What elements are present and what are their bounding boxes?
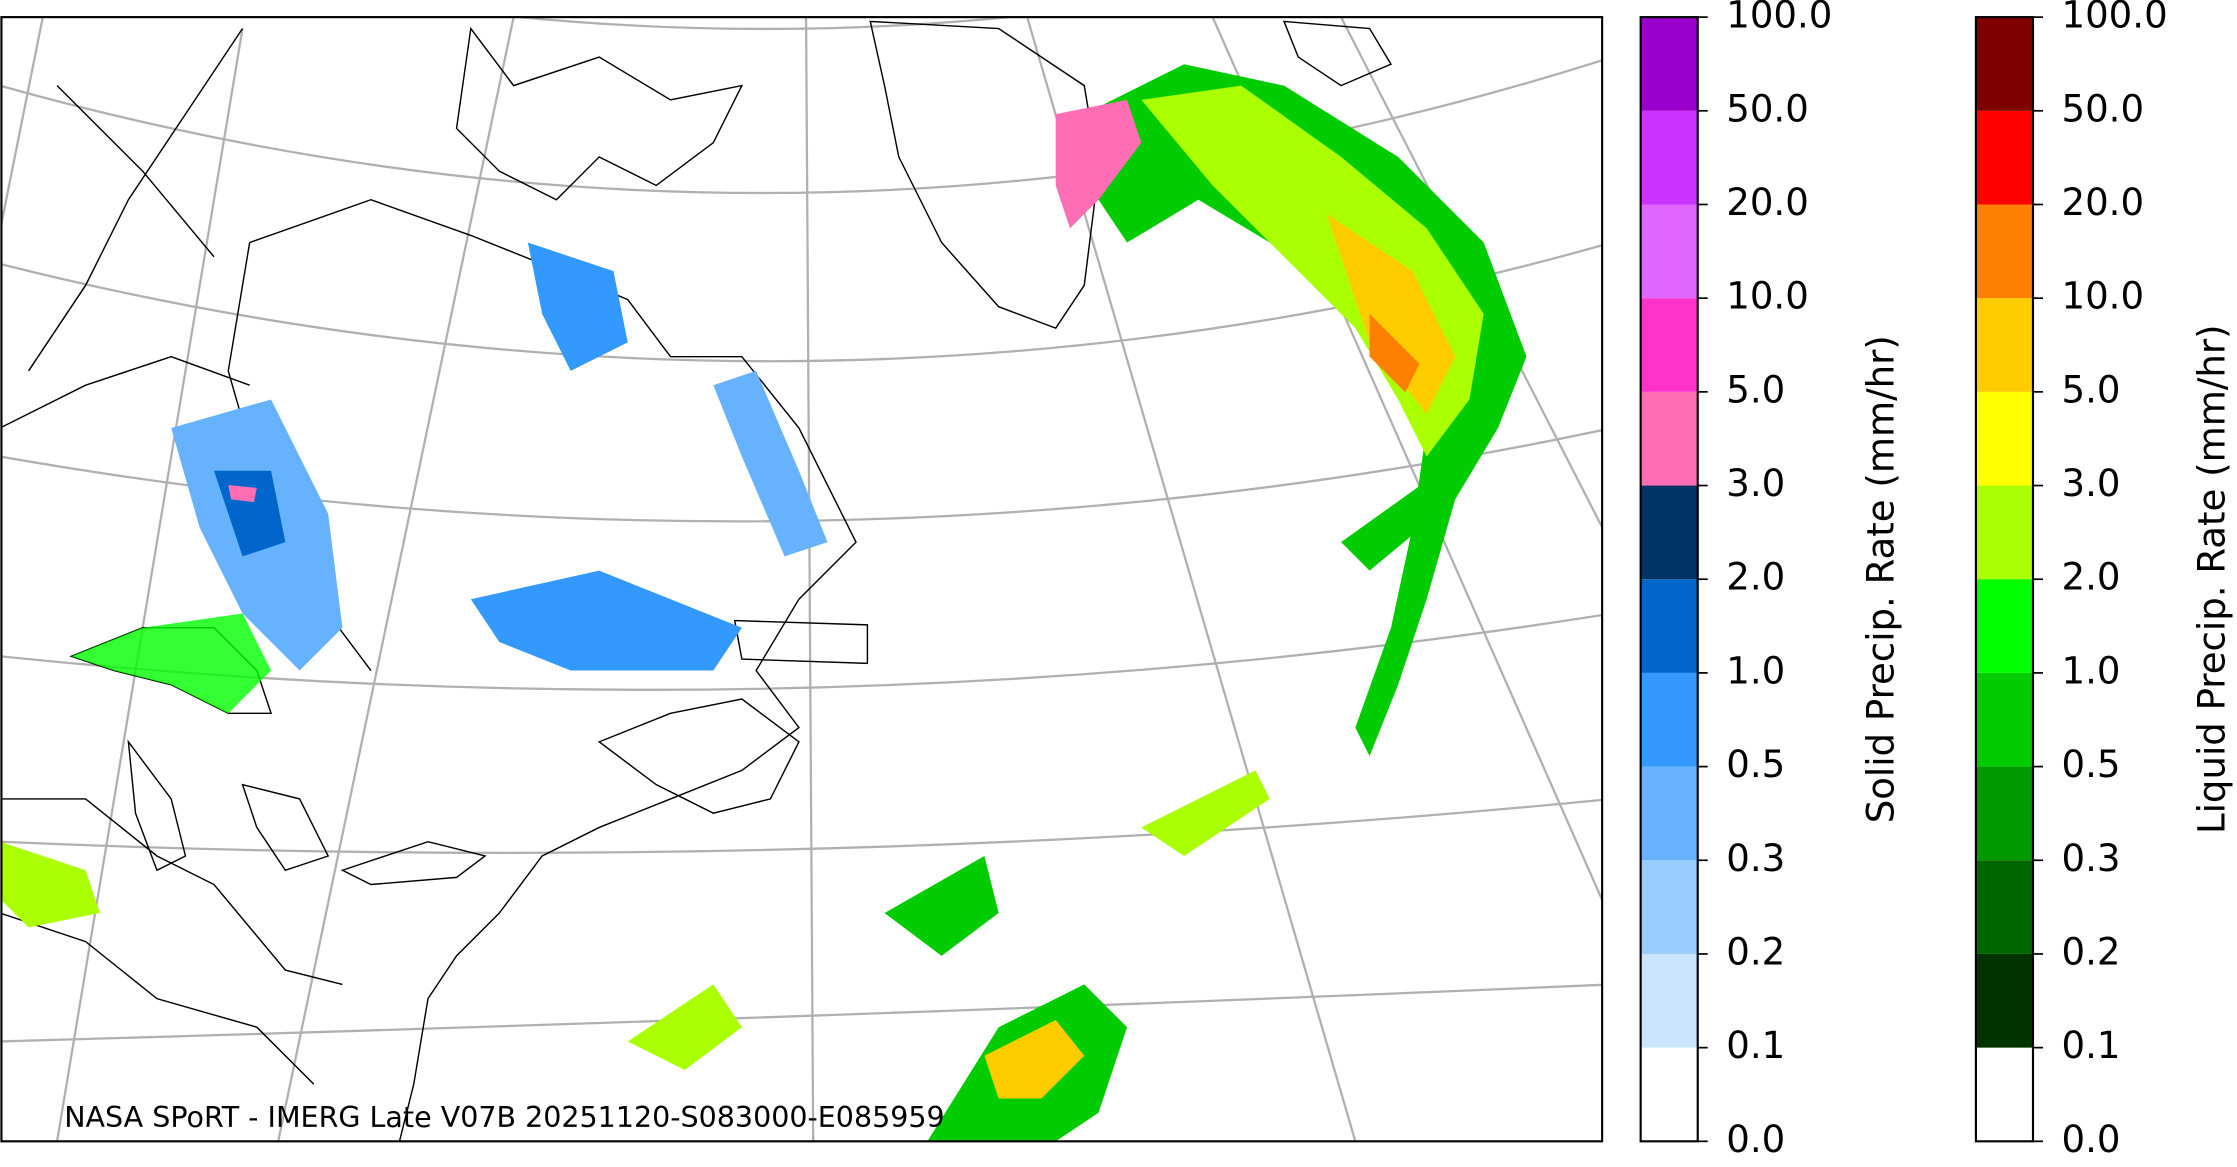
colorbar-tick-label: 3.0: [2062, 462, 2121, 505]
colorbar-segment: [1975, 110, 2033, 205]
graticule-line: [1, 983, 1603, 1043]
colorbar-tick-label: 0.1: [1726, 1024, 1785, 1067]
colorbar-tick-label: 0.0: [2062, 1118, 2121, 1161]
colorbar-tick-label: 3.0: [1726, 462, 1785, 505]
graticule-line: [55, 28, 244, 1142]
colorbar-segment: [1640, 391, 1698, 486]
map: NASA SPoRT - IMERG Late V07B 20251120-S0…: [1, 17, 1603, 1142]
colorbar-tick-label: 5.0: [1726, 368, 1785, 411]
graticule-line: [277, 17, 515, 1142]
colorbar-segment: [1975, 860, 2033, 954]
colorbar-tick-label: 0.1: [2062, 1024, 2121, 1067]
colorbar-tick-label: 0.5: [2062, 743, 2121, 786]
colorbar-segment: [1640, 766, 1698, 861]
colorbar-tick-label: 0.0: [1726, 1118, 1785, 1161]
colorbar-label: Solid Precip. Rate (mm/hr): [1860, 335, 1903, 823]
colorbar-segment: [1640, 953, 1698, 1048]
colorbar-segment: [1975, 485, 2033, 580]
colorbar-segment: [1640, 672, 1698, 767]
colorbar-segment: [1640, 17, 1698, 111]
colorbar-tick-label: 1.0: [1726, 649, 1785, 692]
colorbar-segment: [1975, 579, 2033, 673]
colorbar-tick-label: 5.0: [2062, 368, 2121, 411]
colorbar-tick-label: 0.2: [2062, 930, 2121, 973]
colorbar-segment: [1640, 860, 1698, 954]
colorbar-segment: [1975, 766, 2033, 861]
colorbar-segment: [1640, 110, 1698, 205]
colorbar-segment: [1640, 298, 1698, 392]
colorbar-segment: [1975, 1047, 2033, 1142]
colorbar-segment: [1640, 204, 1698, 299]
colorbar-tick-label: 20.0: [1726, 181, 1809, 224]
colorbar-tick-label: 100.0: [1726, 0, 1832, 37]
colorbar-segment: [1975, 391, 2033, 486]
graticule-line: [1, 59, 1603, 195]
colorbar-tick-label: 2.0: [2062, 556, 2121, 599]
colorbar-segment: [1975, 953, 2033, 1048]
map-frame: [0, 16, 1604, 1143]
colorbar-tick-label: 0.3: [1726, 837, 1785, 880]
colorbar-tick-label: 100.0: [2062, 0, 2168, 37]
colorbar-tick-label: 50.0: [1726, 87, 1809, 130]
graticule-line: [1340, 17, 1603, 530]
colorbar-tick-label: 50.0: [2062, 87, 2145, 130]
colorbar-segment: [1640, 1047, 1698, 1142]
colorbar-tick-label: 20.0: [2062, 181, 2145, 224]
colorbar-segment: [1975, 17, 2033, 111]
graticule-line: [1, 798, 1603, 855]
colorbar-segment: [1640, 485, 1698, 580]
colorbar-tick-label: 1.0: [2062, 649, 2121, 692]
colorbar-tick-label: 10.0: [2062, 275, 2145, 318]
graticule-line: [1, 17, 44, 230]
colorbar-tick-label: 2.0: [1726, 556, 1785, 599]
colorbar-label: Liquid Precip. Rate (mm/hr): [2191, 324, 2234, 834]
colorbar-tick-label: 10.0: [1726, 275, 1809, 318]
colorbar-segment: [1975, 298, 2033, 392]
precipitation: [1, 64, 1527, 1142]
colorbar-segment: [1640, 579, 1698, 673]
graticule-line: [508, 17, 1021, 31]
colorbar-segment: [1975, 672, 2033, 767]
colorbar-tick-label: 0.2: [1726, 930, 1785, 973]
graticule-line: [804, 17, 815, 1142]
colorbar-segment: [1975, 204, 2033, 299]
colorbar-tick-label: 0.3: [2062, 837, 2121, 880]
colorbar-tick-label: 0.5: [1726, 743, 1785, 786]
caption: NASA SPoRT - IMERG Late V07B 20251120-S0…: [64, 1101, 944, 1134]
